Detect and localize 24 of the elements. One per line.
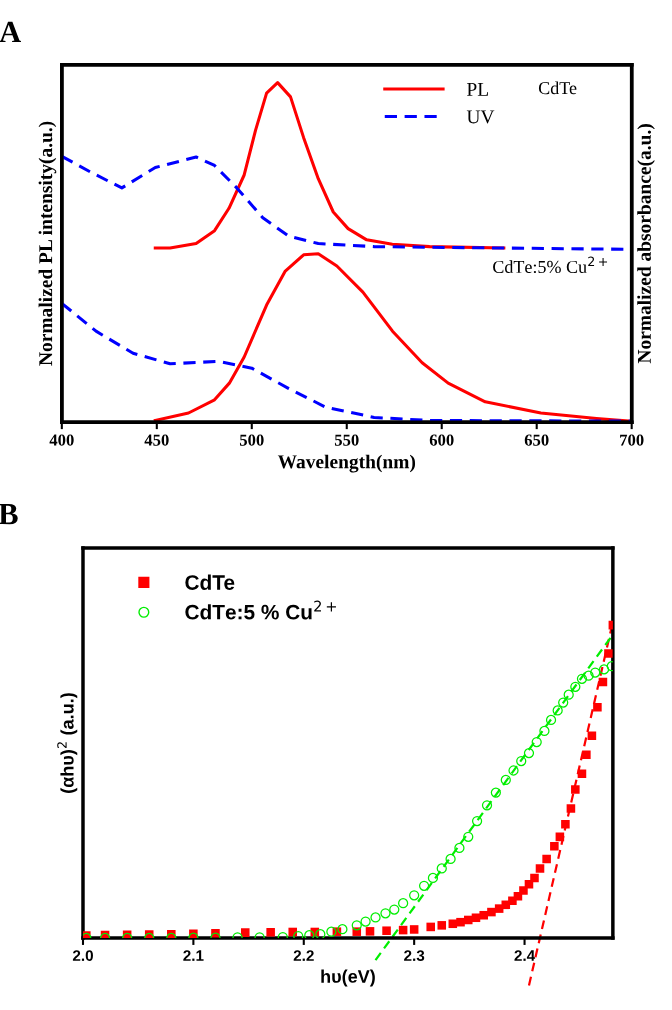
x-tick-label: 2.0 xyxy=(72,950,93,962)
annotation: CdTe:5% Cu$^{2+}$ xyxy=(493,256,608,274)
y-axis-title: Normalized PL intensity(a.u.) xyxy=(38,121,57,366)
x-tick-label: 650 xyxy=(524,434,549,446)
x-axis-title: hυ(eV) xyxy=(321,969,375,987)
legend-label: CdTe xyxy=(185,574,235,590)
x-tick-label: 2.1 xyxy=(183,950,204,961)
x-tick-label: 700 xyxy=(620,434,644,446)
y-axis-title: (αhυ)$^{2}$ (a.u.) xyxy=(57,693,78,793)
x-tick-label: 600 xyxy=(429,434,454,446)
legend-label: PL xyxy=(466,83,488,96)
legend-label: UV xyxy=(466,110,495,124)
x-tick-label: 400 xyxy=(49,434,74,446)
chart-title: A xyxy=(0,21,21,43)
annotation: CdTe xyxy=(538,81,577,95)
x-tick-label: 2.2 xyxy=(293,950,314,961)
y2-axis-title: Normalized absorbance(a.u.) xyxy=(637,124,655,364)
x-tick-label: 450 xyxy=(144,434,169,446)
x-tick-label: 2.3 xyxy=(404,950,425,962)
x-axis-title: Wavelength(nm) xyxy=(277,454,416,473)
x-tick-label: 550 xyxy=(334,434,359,446)
x-tick-label: 500 xyxy=(239,434,264,446)
x-tick-label: 2.4 xyxy=(514,950,536,961)
legend-label: CdTe:5 % Cu$^{2+}$ xyxy=(185,600,336,620)
